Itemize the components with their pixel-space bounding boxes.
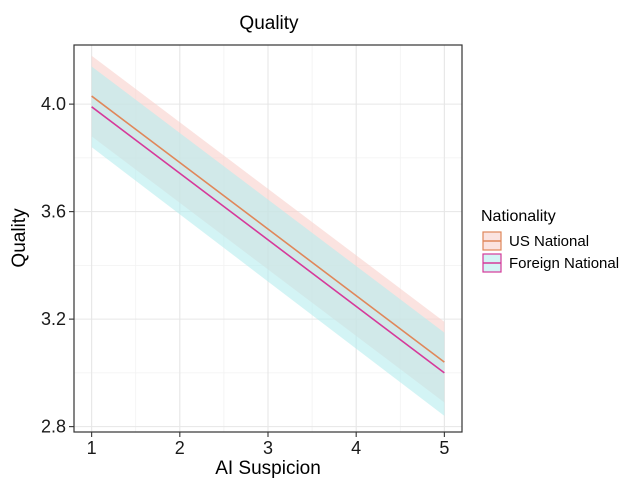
y-axis: 2.8 3.2 3.6 4.0 <box>41 94 74 437</box>
x-axis-title: AI Suspicion <box>215 458 321 479</box>
x-tick-label: 3 <box>263 438 273 458</box>
plot-area <box>73 44 463 433</box>
x-tick-label: 1 <box>87 438 97 458</box>
y-tick-label: 3.2 <box>41 309 66 329</box>
legend-label-2: Foreign National <box>509 255 619 272</box>
legend: Nationality US National Foreign National <box>481 208 619 273</box>
chart-title: Quality <box>239 13 299 34</box>
legend-label-1: US National <box>509 233 589 250</box>
y-tick-label: 3.6 <box>41 202 66 222</box>
y-tick-label: 4.0 <box>41 94 66 114</box>
series-lines <box>91 95 445 374</box>
x-tick-label: 4 <box>351 438 361 458</box>
y-tick-label: 2.8 <box>41 417 66 437</box>
x-tick-label: 5 <box>439 438 449 458</box>
series-line-1 <box>91 95 445 363</box>
x-axis: 1 2 3 4 5 <box>87 432 449 458</box>
x-tick-label: 2 <box>175 438 185 458</box>
y-axis-title: Quality <box>9 208 30 268</box>
series-line-2 <box>91 106 445 374</box>
confidence-band-2 <box>91 66 445 416</box>
legend-title: Nationality <box>481 208 556 225</box>
